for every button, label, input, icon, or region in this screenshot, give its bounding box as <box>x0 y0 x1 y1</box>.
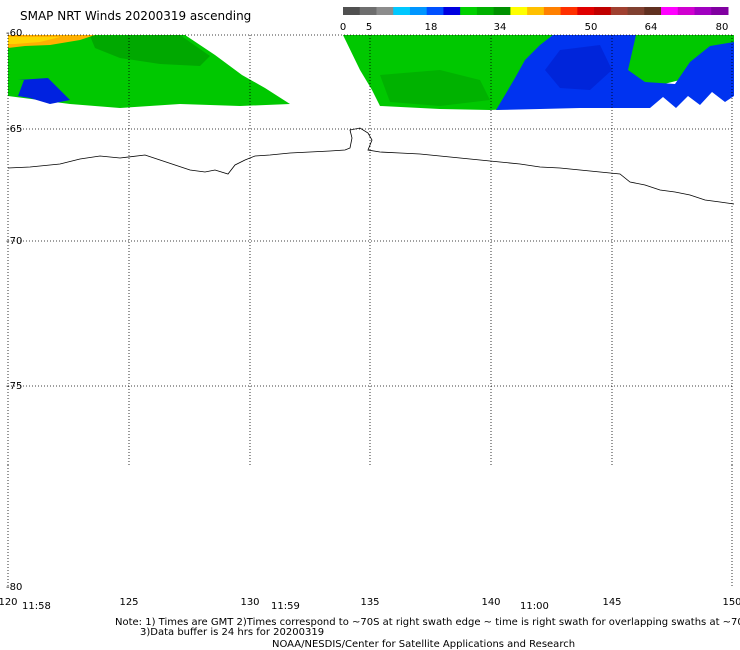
footer-note-line1: Note: 1) Times are GMT 2)Times correspon… <box>115 617 740 628</box>
colorbar-segment <box>359 7 377 15</box>
time-label-3: 11:00 <box>520 601 549 612</box>
colorbar-segment <box>694 7 712 15</box>
colorbar-segment <box>393 7 411 15</box>
colorbar-segment <box>443 7 461 15</box>
map-title: SMAP NRT Winds 20200319 ascending <box>20 9 251 23</box>
colorbar-segment <box>610 7 629 15</box>
colorbar-segment <box>493 7 511 15</box>
colorbar-label-18: 18 <box>425 22 438 33</box>
footer-note-line2: 3)Data buffer is 24 hrs for 20200319 <box>140 627 324 638</box>
time-label-1: 11:58 <box>22 601 51 612</box>
lat-label-75: -75 <box>6 381 22 392</box>
left-swath-blue <box>18 78 70 104</box>
left-swath-green <box>8 35 290 108</box>
lat-label-80: -80 <box>6 582 22 593</box>
longitude-labels: 120 125 130 135 140 145 150 <box>0 597 740 608</box>
lon-label-130: 130 <box>240 597 259 608</box>
colorbar-segment <box>476 7 495 15</box>
colorbar-segment <box>460 7 478 15</box>
lat-label-65: -65 <box>6 124 22 135</box>
wind-swaths <box>8 35 734 110</box>
colorbar-segment <box>343 7 361 15</box>
swath-time-labels: 11:58 11:59 11:00 <box>22 601 549 612</box>
colorbar-segment <box>661 7 679 15</box>
antarctic-coastline <box>7 127 735 205</box>
lat-label-70: -70 <box>6 236 22 247</box>
colorbar-segment <box>577 7 595 15</box>
colorbar-segment <box>543 7 562 15</box>
colorbar-tick-labels: 0 5 18 34 50 64 80 <box>340 22 729 33</box>
colorbar-segment <box>527 7 545 15</box>
colorbar-segment <box>426 7 444 15</box>
lat-label-60: -60 <box>6 28 22 39</box>
wind-speed-colorbar <box>343 7 729 15</box>
lon-label-145: 145 <box>602 597 621 608</box>
colorbar-segment <box>409 7 428 15</box>
colorbar-label-34: 34 <box>494 22 507 33</box>
latitude-labels: -60 -65 -70 -75 -80 <box>6 28 22 593</box>
right-swath-blue <box>496 35 734 110</box>
right-swath-deepblue <box>545 45 612 90</box>
colorbar-segment <box>594 7 612 15</box>
lon-label-125: 125 <box>119 597 138 608</box>
lon-label-120: 120 <box>0 597 18 608</box>
lat-lon-grid <box>7 34 734 587</box>
left-swath-blue-rim <box>8 80 24 96</box>
colorbar-segment <box>711 7 729 15</box>
right-swath-darkgreen <box>380 70 490 106</box>
left-swath-yellow <box>8 37 60 44</box>
lon-label-150: 150 <box>722 597 740 608</box>
colorbar-label-50: 50 <box>585 22 598 33</box>
colorbar-label-0: 0 <box>340 22 346 33</box>
lon-label-135: 135 <box>360 597 379 608</box>
colorbar-segment <box>627 7 645 15</box>
colorbar-label-64: 64 <box>645 22 658 33</box>
colorbar-label-5: 5 <box>366 22 372 33</box>
colorbar-segment <box>644 7 662 15</box>
left-swath-darkgreen <box>90 35 210 66</box>
colorbar-segment <box>560 7 578 15</box>
time-label-2: 11:59 <box>271 601 300 612</box>
colorbar-segment <box>376 7 394 15</box>
lon-label-140: 140 <box>481 597 500 608</box>
footer-credit: NOAA/NESDIS/Center for Satellite Applica… <box>272 639 575 650</box>
colorbar-label-80: 80 <box>716 22 729 33</box>
colorbar-segment <box>677 7 696 15</box>
colorbar-segment <box>510 7 528 15</box>
